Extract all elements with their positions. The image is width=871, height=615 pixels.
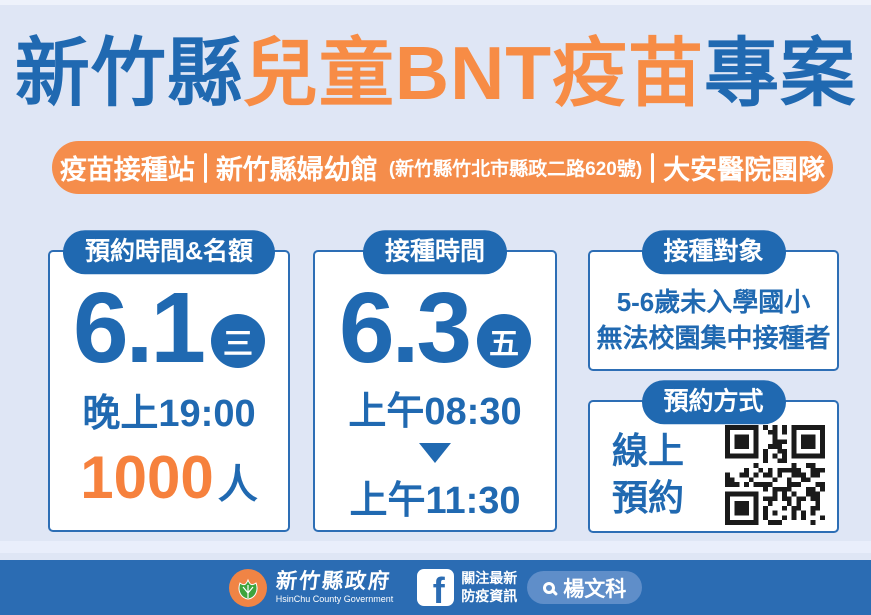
down-arrow-icon: [419, 443, 451, 463]
method-text: 線上 預約: [612, 428, 684, 522]
schedule-card-header: 接種時間: [362, 230, 508, 274]
target-card-header: 接種對象: [641, 230, 786, 274]
station-label: 疫苗接種站: [59, 155, 195, 185]
method-card-header: 預約方式: [641, 380, 786, 424]
facebook-icon: f: [417, 569, 455, 606]
search-icon: [543, 581, 556, 594]
title-highlight: 兒童BNT疫苗: [242, 31, 705, 115]
search-pill: 楊文科: [527, 571, 643, 604]
method-text-line-2: 預約: [612, 476, 685, 518]
fb-caption-line-2: 防疫資訊: [461, 587, 518, 604]
schedule-date: 6.3: [338, 272, 472, 384]
org-names: 新竹縣政府 HsinChu County Government: [274, 569, 394, 604]
schedule-end-time: 上午11:30: [349, 480, 521, 522]
title-suffix: 專案: [704, 31, 857, 115]
quota-unit: 人: [217, 463, 258, 507]
method-text-line-1: 線上: [612, 429, 685, 471]
facebook-group: f 關注最新 防疫資訊: [417, 569, 517, 606]
reservation-date: 6.1: [72, 272, 206, 384]
top-strip: [0, 0, 871, 5]
quota-value: 1000: [80, 444, 214, 511]
weekday-badge: 五: [477, 314, 531, 368]
reservation-card-header: 預約時間&名額: [62, 230, 276, 274]
facebook-caption: 關注最新 防疫資訊: [461, 570, 517, 605]
title-prefix: 新竹縣: [14, 31, 243, 115]
schedule-start-time: 上午08:30: [348, 391, 522, 433]
target-card: 接種對象 5-6歲未入學國小 無法校園集中接種者: [588, 230, 839, 371]
venue-name: 新竹縣婦幼館: [215, 155, 378, 185]
schedule-date-row: 6.3 五: [338, 272, 531, 384]
reservation-date-row: 6.1 三: [72, 272, 265, 384]
org-name-zh: 新竹縣政府: [274, 569, 392, 593]
qr-code: [725, 424, 825, 525]
weekday-badge: 三: [211, 314, 265, 368]
reservation-time: 晚上19:00: [82, 393, 256, 435]
target-line-1: 5-6歲未入學國小: [616, 287, 811, 317]
reservation-card: 預約時間&名額 6.1 三 晚上19:00 1000 人: [48, 230, 290, 532]
search-name: 楊文科: [563, 577, 627, 601]
target-line-2: 無法校園集中接種者: [596, 323, 831, 354]
county-logo: 新竹縣政府 HsinChu County Government: [228, 568, 394, 607]
footer-bar: 新竹縣政府 HsinChu County Government f 關注最新 防…: [0, 560, 871, 615]
banner-divider: [651, 152, 655, 183]
pre-footer-strip: [0, 541, 871, 553]
method-card: 預約方式 線上 預約: [588, 380, 839, 533]
fb-caption-line-1: 關注最新: [461, 570, 518, 586]
team-name: 大安醫院團隊: [663, 155, 826, 185]
quota-row: 1000 人: [80, 443, 257, 512]
org-name-en: HsinChu County Government: [275, 593, 394, 604]
venue-address: (新竹縣竹北市縣政二路620號): [388, 159, 643, 180]
page-title: 新竹縣兒童BNT疫苗專案: [0, 36, 871, 111]
location-banner: 疫苗接種站 新竹縣婦幼館 (新竹縣竹北市縣政二路620號) 大安醫院團隊: [52, 141, 833, 194]
banner-divider: [203, 152, 207, 183]
logo-leaf-icon: [228, 568, 267, 607]
target-description: 5-6歲未入學國小 無法校園集中接種者: [596, 284, 830, 357]
schedule-card: 接種時間 6.3 五 上午08:30 上午11:30: [313, 230, 557, 532]
